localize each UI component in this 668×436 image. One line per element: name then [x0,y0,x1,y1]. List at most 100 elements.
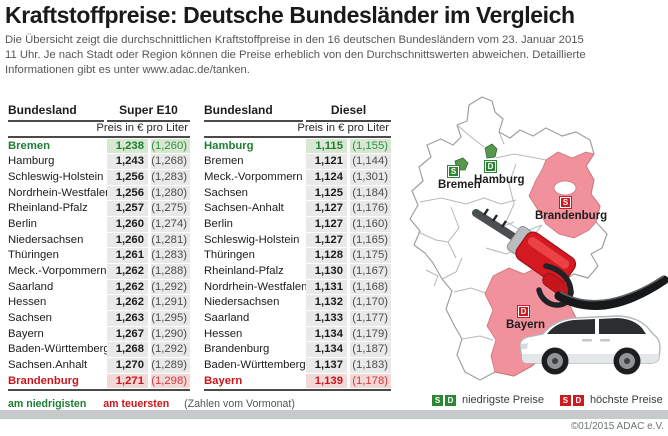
legend-highest-label: höchste Preise [589,394,663,406]
previous-month-cell: (1,184) [350,185,391,202]
price-cell: 1,243 [107,154,148,170]
footnote-note: (Zahlen vom Vormonat) [184,398,295,410]
intro-line-2: 11 Uhr. Je nach Stadt oder Region können… [5,49,586,61]
diesel-table: Bundesland Diesel Preis in € pro Liter H… [204,103,391,392]
previous-month-cell: (1,167) [350,263,391,280]
previous-month-cell: (1,290) [151,326,190,343]
price-cell: 1,132 [306,295,347,311]
price-cell: 1,134 [306,326,347,343]
table-row: Saarland 1,133 (1,177) [204,310,391,327]
table-row: Rheinland-Pfalz 1,257 (1,275) [8,201,190,217]
table-subheader: Preis in € pro Liter [204,122,391,136]
previous-month-cell: (1,274) [151,216,190,233]
map-label-bremen: Bremen [438,179,481,191]
table-row: Sachsen-Anhalt 1,127 (1,176) [204,201,391,217]
subheader-rule [204,136,391,138]
germany-map: S Bremen D Hamburg S Brandenburg D Bayer… [396,92,668,397]
previous-month-cell: (1,177) [350,310,391,327]
price-cell: 1,260 [107,232,148,249]
state-name-cell: Niedersachsen [8,233,84,246]
table-row: Brandenburg 1,134 (1,187) [204,342,391,358]
previous-month-cell: (1,289) [151,358,190,374]
state-name-cell: Meck.-Vorpommern [8,264,107,277]
table-row: Schleswig-Holstein 1,256 (1,283) [8,169,190,186]
price-cell: 1,115 [306,138,347,155]
table-rows: Hamburg 1,115 (1,155) Bremen 1,121 (1,14… [204,138,391,390]
state-name-cell: Brandenburg [8,374,79,387]
legend-badge-d-red: D [572,394,584,406]
previous-month-cell: (1,160) [350,216,391,233]
state-name-cell: Sachsen [204,186,248,199]
table-row: Thüringen 1,261 (1,283) [8,248,190,264]
column-header-fuel: Diesel [330,103,367,117]
state-name-cell: Bremen [8,139,51,152]
table-bottom-rule [8,389,190,391]
price-cell: 1,256 [107,185,148,202]
map-badge-brandenburg-s: S [560,197,571,208]
previous-month-cell: (1,298) [151,373,190,390]
previous-month-cell: (1,168) [350,279,391,296]
legend-badge-s-green: S [432,394,443,406]
table-row: Nordrhein-Westfalen 1,131 (1,168) [204,279,391,296]
price-cell: 1,125 [306,185,347,202]
state-name-cell: Bayern [204,374,243,387]
price-cell: 1,261 [107,248,148,264]
table-row: Schleswig-Holstein 1,127 (1,165) [204,232,391,249]
state-name-cell: Bremen [204,155,244,168]
previous-month-cell: (1,301) [350,169,391,186]
column-header-bundesland: Bundesland [8,103,77,117]
previous-month-cell: (1,268) [151,154,190,170]
table-row: Sachsen 1,125 (1,184) [204,185,391,202]
copyright-text: ©01/2015 ADAC e.V. [570,421,664,432]
page-title: Kraftstoffpreise: Deutsche Bundesländer … [5,2,575,28]
legend-badge-d-green: D [445,394,456,406]
previous-month-cell: (1,295) [151,310,190,327]
price-cell: 1,263 [107,310,148,327]
table-row: Thüringen 1,128 (1,175) [204,248,391,264]
price-cell: 1,268 [107,342,148,358]
previous-month-cell: (1,155) [350,138,391,155]
state-name-cell: Berlin [8,217,37,230]
previous-month-cell: (1,144) [350,154,391,170]
price-cell: 1,238 [107,138,148,155]
state-name-cell: Nordrhein-Westfalen [204,280,308,293]
table-row: Meck.-Vorpommern 1,262 (1,288) [8,263,190,280]
state-name-cell: Baden-Württemberg [204,359,306,371]
price-cell: 1,137 [306,358,347,374]
table-row: Saarland 1,262 (1,292) [8,279,190,296]
header-rule [8,119,190,122]
price-cell: 1,133 [306,310,347,327]
state-name-cell: Baden-Württemberg [8,343,110,356]
intro-text: Die Übersicht zeigt die durchschnittlich… [5,33,586,78]
unit-label: Preis in € pro Liter [297,122,389,134]
table-row: Berlin 1,260 (1,274) [8,216,190,233]
price-cell: 1,127 [306,232,347,249]
previous-month-cell: (1,281) [151,232,190,249]
state-name-cell: Thüringen [8,249,59,262]
table-row: Meck.-Vorpommern 1,124 (1,301) [204,169,391,186]
price-cell: 1,256 [107,169,148,186]
previous-month-cell: (1,283) [151,169,190,186]
unit-label: Preis in € pro Liter [96,122,188,134]
previous-month-cell: (1,170) [350,295,391,311]
map-badge-hamburg-d: D [485,161,496,172]
table-row: Bayern 1,267 (1,290) [8,326,190,343]
bottom-divider-band [0,410,668,419]
state-name-cell: Rheinland-Pfalz [204,264,284,277]
state-name-cell: Rheinland-Pfalz [8,202,88,215]
car-illustration [519,315,661,375]
previous-month-cell: (1,275) [151,201,190,217]
state-name-cell: Brandenburg [204,343,270,356]
previous-month-cell: (1,292) [151,279,190,296]
state-name-cell: Niedersachsen [204,296,280,309]
table-row: Hamburg 1,243 (1,268) [8,154,190,170]
price-cell: 1,139 [306,373,347,390]
previous-month-cell: (1,280) [151,185,190,202]
table-row: Baden-Württemberg 1,137 (1,183) [204,358,391,374]
table-row: Hessen 1,262 (1,291) [8,295,190,311]
table-row: Niedersachsen 1,260 (1,281) [8,232,190,249]
map-label-hamburg: Hamburg [474,174,525,186]
state-name-cell: Schleswig-Holstein [8,170,104,183]
table-row: Hessen 1,134 (1,179) [204,326,391,343]
price-cell: 1,128 [306,248,347,264]
